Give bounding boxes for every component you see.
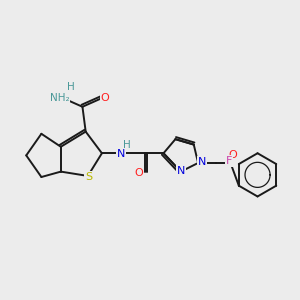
Text: NH₂: NH₂ bbox=[50, 93, 70, 103]
Text: H: H bbox=[67, 82, 74, 92]
Text: H: H bbox=[123, 140, 130, 150]
Text: F: F bbox=[226, 156, 232, 166]
Text: S: S bbox=[85, 172, 92, 182]
Text: O: O bbox=[228, 150, 237, 161]
Text: O: O bbox=[101, 93, 110, 103]
Text: N: N bbox=[198, 157, 207, 167]
Text: N: N bbox=[117, 149, 125, 159]
Text: O: O bbox=[134, 168, 143, 178]
Text: N: N bbox=[177, 166, 185, 176]
